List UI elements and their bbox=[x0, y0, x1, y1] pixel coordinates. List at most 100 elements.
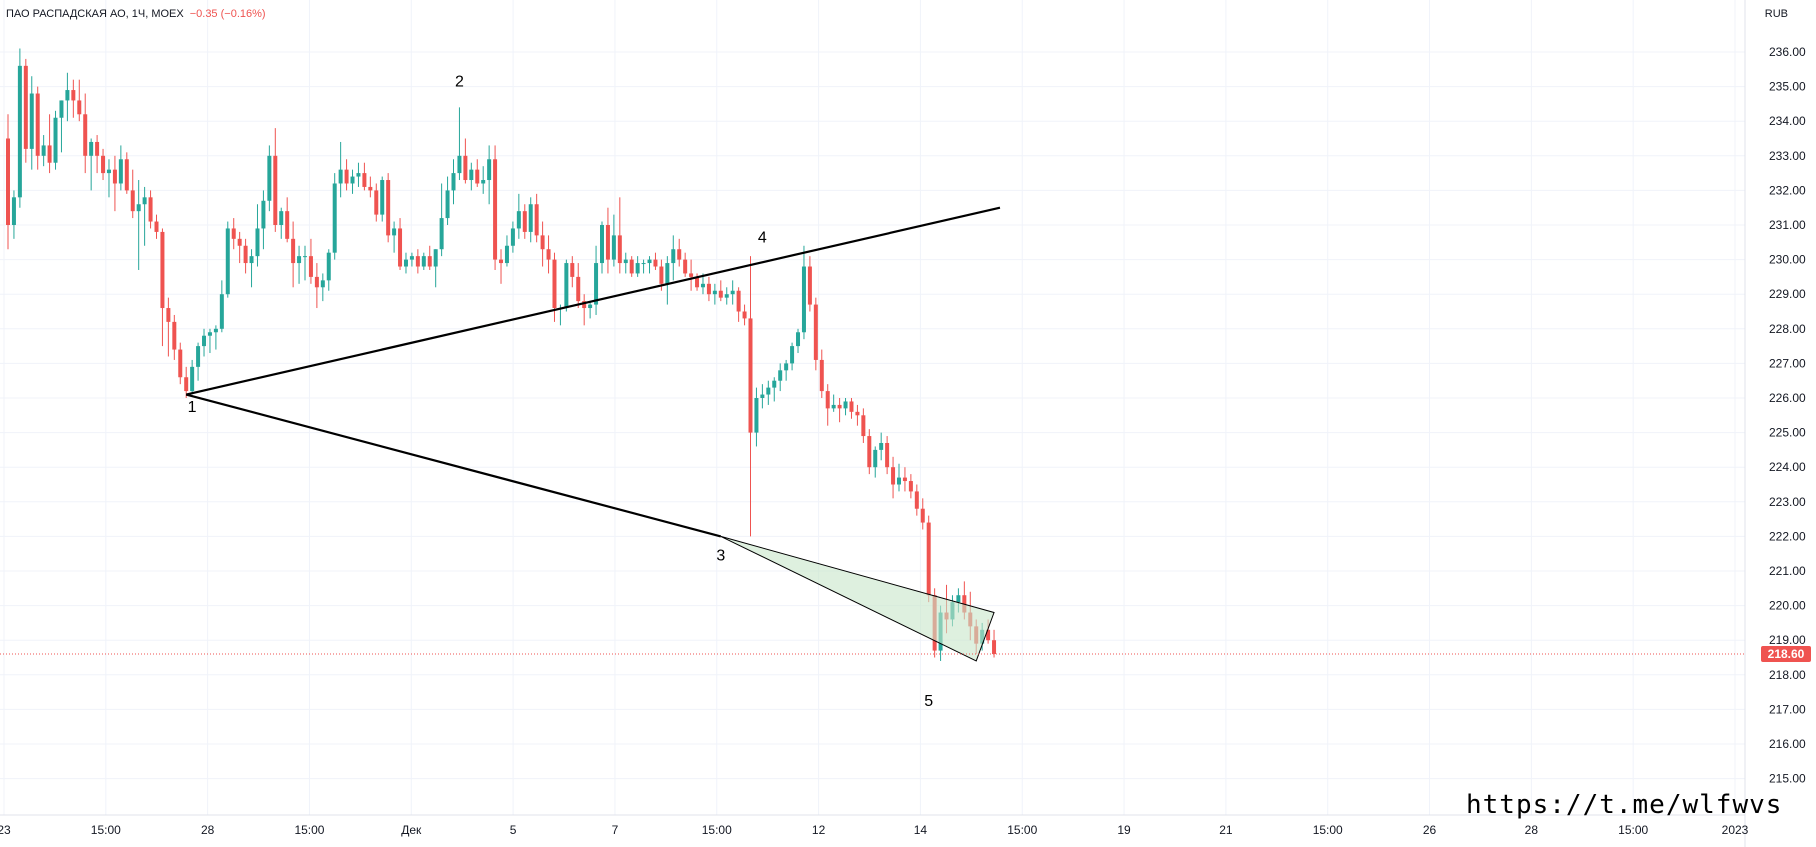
candle-body bbox=[635, 263, 640, 274]
chart-legend: ПАО РАСПАДСКАЯ АО, 1Ч, MOEX −0.35 (−0.16%… bbox=[6, 8, 266, 20]
candle-body bbox=[605, 225, 610, 260]
candle-body bbox=[766, 387, 771, 395]
candle-body bbox=[368, 186, 373, 191]
candle-body bbox=[160, 231, 165, 309]
price-tick-label: 229.00 bbox=[1769, 287, 1806, 301]
candle bbox=[718, 280, 723, 302]
currency-label[interactable]: RUB bbox=[1764, 8, 1788, 20]
time-tick-label: 26 bbox=[1423, 823, 1437, 837]
candle-body bbox=[760, 394, 765, 398]
candle bbox=[160, 228, 165, 347]
candle-body bbox=[902, 477, 907, 482]
candle bbox=[255, 204, 260, 267]
candle-body bbox=[344, 169, 349, 184]
candle-body bbox=[914, 491, 919, 509]
candle bbox=[148, 190, 153, 229]
candle bbox=[605, 207, 610, 274]
candle-body bbox=[677, 249, 682, 260]
candle-body bbox=[819, 359, 824, 392]
candle-body bbox=[421, 256, 426, 267]
time-tick-label: 15:00 bbox=[702, 823, 732, 837]
triangle-pattern bbox=[720, 535, 995, 662]
candle bbox=[926, 515, 931, 603]
candle-body bbox=[308, 256, 313, 277]
candle-body bbox=[148, 197, 153, 222]
drawings bbox=[0, 206, 1745, 662]
candle bbox=[516, 193, 521, 239]
candle bbox=[6, 114, 10, 250]
candle-body bbox=[891, 467, 896, 485]
price-tick-label: 234.00 bbox=[1769, 114, 1806, 128]
candle bbox=[600, 221, 604, 274]
candle-body bbox=[338, 169, 343, 184]
candle-body bbox=[499, 259, 504, 264]
candle bbox=[499, 249, 504, 284]
candle-body bbox=[451, 173, 456, 191]
price-tick-label: 216.00 bbox=[1769, 737, 1806, 751]
candle bbox=[528, 197, 533, 243]
candle bbox=[837, 398, 842, 423]
candle bbox=[35, 86, 40, 170]
candle bbox=[213, 325, 218, 350]
candle bbox=[481, 166, 486, 194]
candle-body bbox=[95, 141, 100, 156]
candle-body bbox=[546, 249, 551, 260]
time-tick-label: 2023 bbox=[1722, 823, 1749, 837]
candle bbox=[742, 304, 747, 326]
candle bbox=[332, 173, 337, 260]
candle-body bbox=[683, 259, 688, 274]
price-tick-label: 223.00 bbox=[1769, 495, 1806, 509]
candle bbox=[291, 221, 296, 288]
candle bbox=[427, 245, 432, 270]
wave-label-4: 4 bbox=[758, 229, 767, 246]
candle-body bbox=[908, 481, 913, 492]
symbol-title[interactable]: ПАО РАСПАДСКАЯ АО, 1Ч, MOEX bbox=[6, 8, 184, 20]
candle bbox=[754, 387, 759, 447]
candle-body bbox=[475, 169, 480, 184]
candle bbox=[653, 252, 658, 270]
candle bbox=[273, 128, 278, 232]
candle-body bbox=[540, 235, 545, 250]
candle bbox=[897, 463, 901, 492]
price-tick-label: 215.00 bbox=[1769, 772, 1806, 786]
candle-body bbox=[118, 159, 123, 184]
candle bbox=[231, 218, 236, 250]
candle-body bbox=[231, 228, 236, 239]
candle bbox=[689, 259, 694, 291]
candle-body bbox=[582, 301, 587, 309]
price-tick-label: 220.00 bbox=[1769, 599, 1806, 613]
candle-body bbox=[706, 283, 711, 295]
time-tick-label: 12 bbox=[812, 823, 826, 837]
candle-body bbox=[992, 640, 997, 655]
candle bbox=[457, 107, 462, 181]
candle bbox=[891, 456, 896, 499]
candle-body bbox=[213, 328, 218, 333]
candle-body bbox=[207, 332, 212, 336]
candle-body bbox=[986, 629, 991, 641]
time-axis[interactable]: 23 15:00 28 15:00 Дек 5 7 15:00 12 14 15:00 19 21 15:… bbox=[0, 814, 1749, 837]
wave-label-2: 2 bbox=[455, 74, 464, 91]
candle-body bbox=[718, 290, 723, 298]
candle-body bbox=[6, 138, 10, 225]
candle bbox=[59, 100, 64, 153]
wave-label-1: 1 bbox=[188, 399, 197, 416]
price-tick-label: 221.00 bbox=[1769, 564, 1806, 578]
candle bbox=[475, 159, 480, 187]
candle-body bbox=[154, 221, 159, 232]
candle-body bbox=[778, 370, 783, 381]
candle-body bbox=[665, 263, 670, 284]
last-price-tag bbox=[1761, 646, 1811, 663]
price-axis[interactable]: 215.00 216.00 217.00 218.00 219.00 220.00 221.… bbox=[1744, 0, 1811, 847]
candle bbox=[629, 256, 634, 277]
candle bbox=[790, 342, 795, 371]
time-tick-label: 21 bbox=[1219, 823, 1233, 837]
candle bbox=[95, 135, 100, 174]
candle-body bbox=[279, 211, 284, 225]
candle bbox=[356, 162, 361, 187]
candle-body bbox=[742, 311, 747, 319]
candle-body bbox=[101, 155, 106, 174]
candle-body bbox=[362, 173, 367, 187]
candle bbox=[766, 380, 771, 405]
candle-body bbox=[801, 266, 806, 333]
